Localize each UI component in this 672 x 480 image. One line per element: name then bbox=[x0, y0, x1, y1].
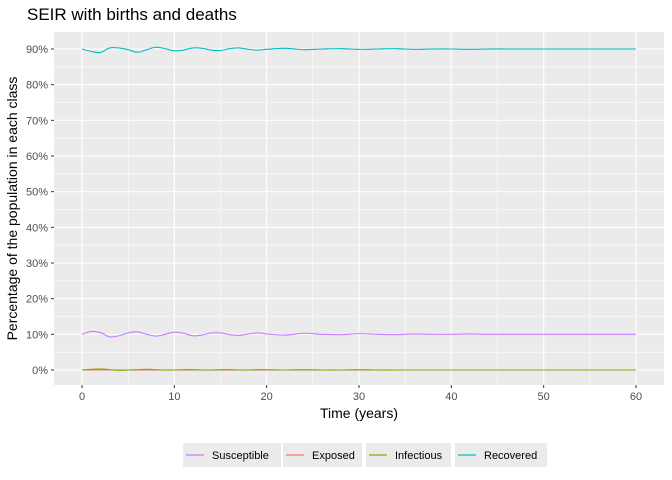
x-tick-label: 20 bbox=[261, 391, 273, 403]
y-tick-label: 60% bbox=[26, 151, 48, 163]
chart-title: SEIR with births and deaths bbox=[27, 5, 237, 24]
y-tick-label: 90% bbox=[26, 44, 48, 56]
x-tick-label: 40 bbox=[445, 391, 457, 403]
y-tick-label: 20% bbox=[26, 294, 48, 306]
legend-label-exposed: Exposed bbox=[312, 450, 355, 462]
y-tick-label: 70% bbox=[26, 115, 48, 127]
legend-label-recovered: Recovered bbox=[484, 450, 537, 462]
x-axis-title: Time (years) bbox=[320, 405, 398, 421]
legend-label-susceptible: Susceptible bbox=[212, 450, 269, 462]
legend: Susceptible Exposed Infectious Recovered bbox=[183, 443, 547, 467]
x-tick-label: 10 bbox=[168, 391, 180, 403]
y-tick-label: 80% bbox=[26, 80, 48, 92]
y-tick-label: 50% bbox=[26, 187, 48, 199]
y-tick-label: 30% bbox=[26, 258, 48, 270]
series-line-susceptible bbox=[81, 330, 636, 338]
x-tick-label: 0 bbox=[79, 391, 85, 403]
y-tick-label: 40% bbox=[26, 222, 48, 234]
x-tick-label: 50 bbox=[538, 391, 550, 403]
x-tick-label: 60 bbox=[630, 391, 642, 403]
y-axis: 0% 10% 20% 30% 40% 50% 60% 70% 80% 90% bbox=[26, 44, 54, 377]
series-line-recovered bbox=[81, 46, 636, 54]
x-axis: 0 10 20 30 40 50 60 bbox=[79, 385, 642, 403]
series-line-infectious bbox=[81, 368, 636, 371]
series-lines bbox=[81, 46, 636, 371]
y-axis-title: Percentage of the population in each cla… bbox=[4, 77, 20, 341]
y-tick-label: 10% bbox=[26, 329, 48, 341]
x-tick-label: 30 bbox=[353, 391, 365, 403]
legend-label-infectious: Infectious bbox=[395, 450, 443, 462]
y-tick-label: 0% bbox=[32, 365, 48, 377]
